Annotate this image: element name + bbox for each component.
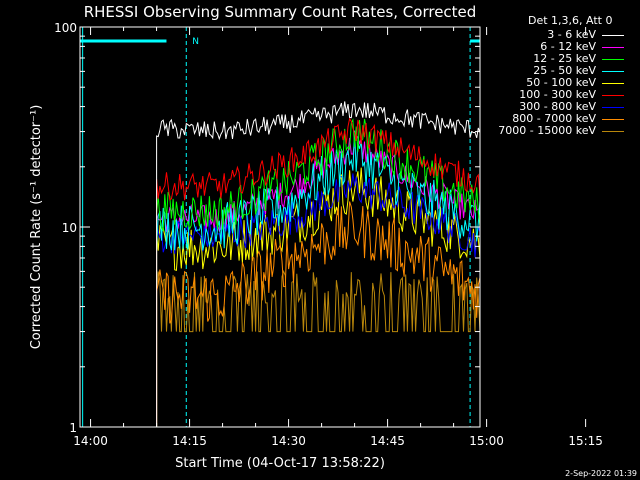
y-axis: 1 10 100 — [54, 21, 480, 435]
legend-label: 12 - 25 keV — [533, 52, 596, 65]
plot-area: N — [80, 27, 480, 427]
legend-swatch — [602, 130, 624, 132]
night-marker-label: N — [192, 37, 199, 47]
legend-entry: 7000 - 15000 keV — [484, 124, 624, 137]
legend-label: 6 - 12 keV — [540, 40, 596, 53]
x-tick-label: 15:00 — [469, 434, 504, 448]
legend-entry: 25 - 50 keV — [484, 64, 624, 77]
legend-label: 100 - 300 keV — [519, 88, 596, 101]
legend-swatch — [602, 118, 624, 120]
legend-title: Det 1,3,6, Att 0 — [528, 14, 613, 27]
series-line-2 — [156, 118, 480, 427]
legend-entry: 100 - 300 keV — [484, 88, 624, 101]
y-tick-label: 10 — [62, 221, 77, 235]
x-tick-label: 14:00 — [73, 434, 108, 448]
legend-swatch — [602, 82, 624, 84]
series-line-4 — [156, 167, 480, 427]
legend-entry: 800 - 7000 keV — [484, 112, 624, 125]
legend-entry: 300 - 800 keV — [484, 100, 624, 113]
x-tick-label: 14:45 — [370, 434, 405, 448]
x-tick-label: 14:30 — [271, 434, 306, 448]
x-axis-label: Start Time (04-Oct-17 13:58:22) — [175, 456, 385, 471]
y-axis-label: Corrected Count Rate (s⁻¹ detector⁻¹) — [29, 105, 44, 350]
legend-label: 3 - 6 keV — [547, 28, 596, 41]
legend-swatch — [602, 106, 624, 108]
legend-entry: 6 - 12 keV — [484, 40, 624, 53]
y-tick-label: 100 — [54, 21, 77, 35]
legend-label: 50 - 100 keV — [526, 76, 596, 89]
chart-title: RHESSI Observing Summary Count Rates, Co… — [84, 3, 477, 21]
legend-swatch — [602, 58, 624, 60]
x-tick-label: 15:15 — [568, 434, 603, 448]
series-line-3 — [156, 130, 480, 427]
legend-label: 800 - 7000 keV — [512, 112, 596, 125]
series-line-0 — [156, 101, 480, 427]
series-line-5 — [156, 117, 480, 427]
legend-entry: 3 - 6 keV — [484, 28, 624, 41]
series-line-6 — [156, 173, 480, 427]
legend-entry: 50 - 100 keV — [484, 76, 624, 89]
legend-swatch — [602, 94, 624, 96]
legend-label: 300 - 800 keV — [519, 100, 596, 113]
legend-label: 25 - 50 keV — [533, 64, 596, 77]
series-line-7 — [156, 201, 480, 427]
timestamp: 2-Sep-2022 01:39 — [565, 469, 637, 478]
legend-label: 7000 - 15000 keV — [498, 124, 596, 137]
y-tick-label: 1 — [69, 421, 77, 435]
x-tick-label: 14:15 — [172, 434, 207, 448]
plot-frame — [79, 26, 481, 428]
legend-swatch — [602, 34, 624, 36]
series-line-8 — [156, 269, 480, 427]
legend-swatch — [602, 70, 624, 72]
legend-swatch — [602, 46, 624, 48]
legend-entry: 12 - 25 keV — [484, 52, 624, 65]
